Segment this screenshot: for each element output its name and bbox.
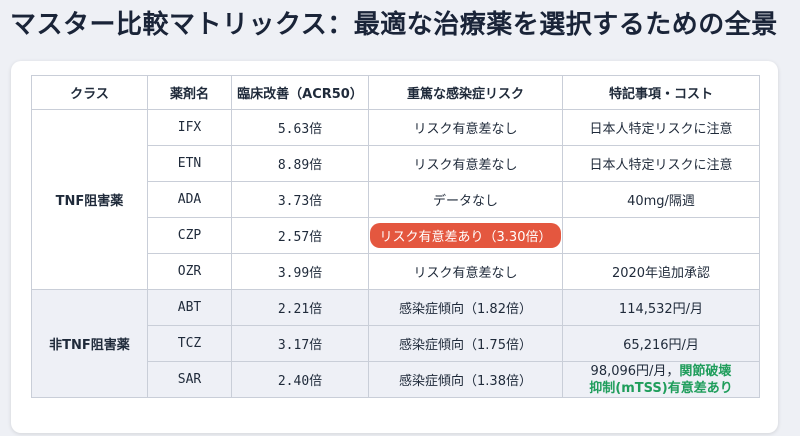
header-notes-cost: 特記事項・コスト xyxy=(562,75,760,110)
drug-cell: IFX xyxy=(147,109,232,146)
risk-cell: リスク有意差なし xyxy=(368,253,563,290)
risk-cell: リスク有意差なし xyxy=(368,145,563,182)
drug-cell: CZP xyxy=(147,217,232,254)
note-cell: 日本人特定リスクに注意 xyxy=(562,145,760,182)
acr50-cell: 2.57倍 xyxy=(231,217,369,254)
note-green-2: 抑制(mTSS)有意差あり xyxy=(589,380,733,396)
note-green-1: 関節破壊 xyxy=(679,363,732,379)
acr50-cell: 5.63倍 xyxy=(231,109,369,146)
acr50-cell: 2.40倍 xyxy=(231,361,369,398)
note-cell: 65,216円/月 xyxy=(562,325,760,362)
comparison-table: クラス 薬剤名 臨床改善（ACR50） 重篤な感染症リスク 特記事項・コスト T… xyxy=(31,75,760,398)
note-cell: 2020年追加承認 xyxy=(562,253,760,290)
header-row: クラス 薬剤名 臨床改善（ACR50） 重篤な感染症リスク 特記事項・コスト xyxy=(31,75,760,110)
table-row: OZR 3.99倍 リスク有意差なし 2020年追加承認 xyxy=(32,253,760,290)
note-cost: 98,096円/月， xyxy=(590,363,680,379)
header-drug: 薬剤名 xyxy=(147,75,232,110)
risk-cell: 感染症傾向（1.75倍） xyxy=(368,325,563,362)
acr50-cell: 3.17倍 xyxy=(231,325,369,362)
acr50-cell: 3.99倍 xyxy=(231,253,369,290)
acr50-cell: 3.73倍 xyxy=(231,181,369,218)
header-acr50: 臨床改善（ACR50） xyxy=(231,75,369,110)
drug-cell: ABT xyxy=(147,289,232,326)
table-row: ETN 8.89倍 リスク有意差なし 日本人特定リスクに注意 xyxy=(32,145,760,182)
note-cell: 98,096円/月，関節破壊 抑制(mTSS)有意差あり xyxy=(562,361,760,398)
header-infection-risk: 重篤な感染症リスク xyxy=(368,75,563,110)
drug-cell: ETN xyxy=(147,145,232,182)
note-cell: 114,532円/月 xyxy=(562,289,760,326)
table-row: ADA 3.73倍 データなし 40mg/隔週 xyxy=(32,181,760,218)
risk-cell: 感染症傾向（1.82倍） xyxy=(368,289,563,326)
acr50-cell: 2.21倍 xyxy=(231,289,369,326)
note-cell xyxy=(562,217,760,254)
note-cell: 日本人特定リスクに注意 xyxy=(562,109,760,146)
table-row: 非TNF阻害薬 ABT 2.21倍 感染症傾向（1.82倍） 114,532円/… xyxy=(31,289,760,398)
page-title: マスター比較マトリックス：最適な治療薬を選択するための全景 xyxy=(10,10,778,40)
table-row: SAR 2.40倍 感染症傾向（1.38倍） 98,096円/月，関節破壊 抑制… xyxy=(32,361,760,398)
drug-cell: OZR xyxy=(147,253,232,290)
risk-cell: データなし xyxy=(368,181,563,218)
table-row: CZP 2.57倍 リスク有意差あり（3.30倍） xyxy=(32,217,760,254)
acr50-cell: 8.89倍 xyxy=(231,145,369,182)
comparison-card: クラス 薬剤名 臨床改善（ACR50） 重篤な感染症リスク 特記事項・コスト T… xyxy=(11,61,778,433)
risk-cell: 感染症傾向（1.38倍） xyxy=(368,361,563,398)
table-row: TNF阻害薬 IFX 5.63倍 リスク有意差なし 日本人特定リスクに注意 xyxy=(31,109,760,290)
drug-cell: SAR xyxy=(147,361,232,398)
class-cell-non-tnf: 非TNF阻害薬 xyxy=(31,289,148,398)
drug-cell: TCZ xyxy=(147,325,232,362)
class-cell-tnf: TNF阻害薬 xyxy=(31,109,148,290)
risk-cell: リスク有意差なし xyxy=(368,109,563,146)
risk-cell: リスク有意差あり（3.30倍） xyxy=(368,217,563,254)
header-class: クラス xyxy=(31,75,148,110)
risk-highlight-badge: リスク有意差あり（3.30倍） xyxy=(369,223,562,248)
note-cell: 40mg/隔週 xyxy=(562,181,760,218)
drug-cell: ADA xyxy=(147,181,232,218)
